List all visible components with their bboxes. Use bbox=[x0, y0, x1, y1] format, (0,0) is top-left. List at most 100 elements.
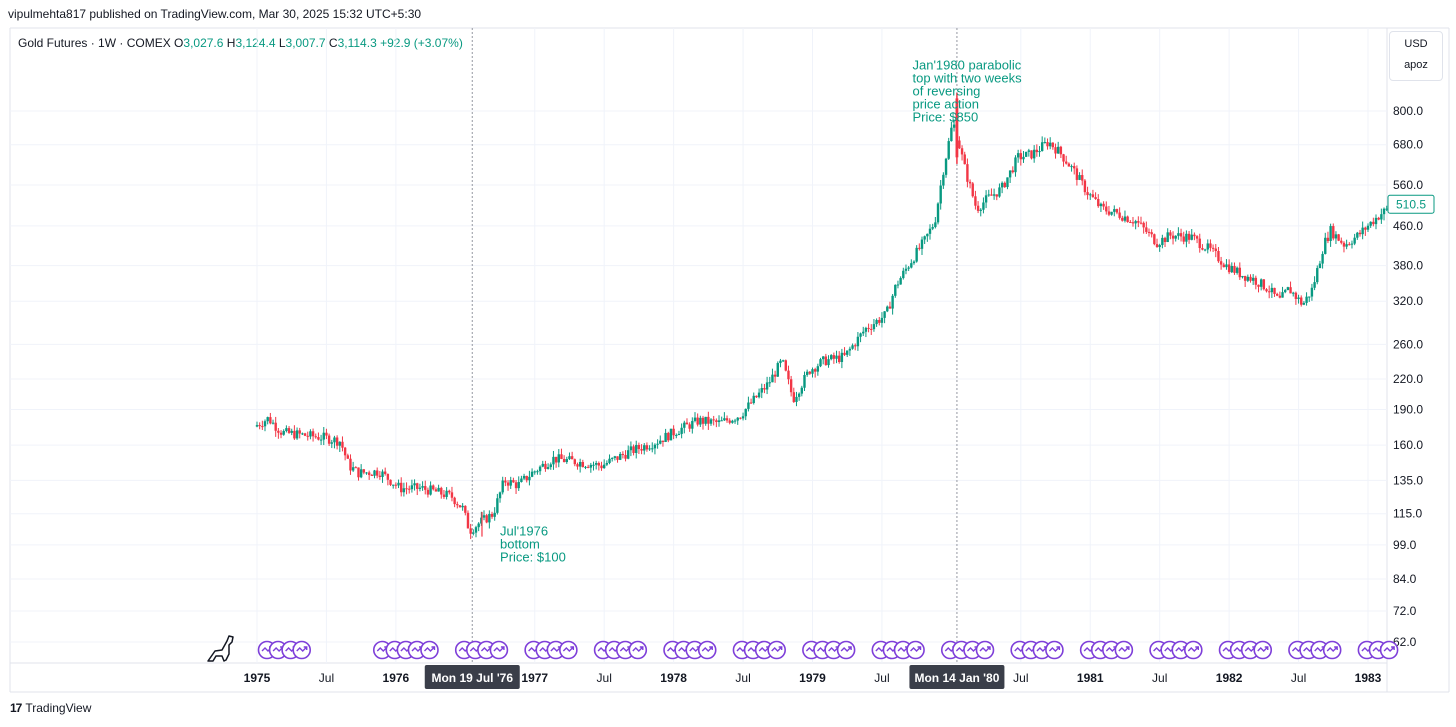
candle-body bbox=[672, 428, 675, 436]
candle-body bbox=[474, 527, 478, 533]
event-marker-icon[interactable] bbox=[767, 640, 786, 660]
currency-label[interactable]: USD bbox=[1404, 38, 1428, 50]
event-marker-icon[interactable] bbox=[836, 640, 856, 660]
candle-body bbox=[899, 278, 902, 285]
candle-body bbox=[469, 528, 472, 534]
symbol-name[interactable]: Gold Futures · 1W · COMEX bbox=[18, 36, 171, 50]
candle-body bbox=[867, 327, 870, 329]
scale-mode-label[interactable]: apoz bbox=[1404, 59, 1428, 71]
event-marker-icon[interactable] bbox=[1322, 640, 1342, 660]
event-marker-icon[interactable] bbox=[420, 640, 439, 660]
candle-body bbox=[525, 475, 528, 481]
candle-body bbox=[816, 366, 820, 372]
candle-body bbox=[712, 419, 715, 421]
candle-body bbox=[944, 158, 948, 175]
candle-body bbox=[1270, 287, 1274, 293]
currency-unit-box[interactable]: USD apoz bbox=[1389, 31, 1443, 81]
x-tick-label: Jul bbox=[597, 671, 612, 685]
event-marker-icon[interactable] bbox=[292, 640, 312, 660]
candle-body bbox=[648, 448, 651, 450]
candle-body bbox=[349, 458, 352, 471]
candle-body bbox=[1369, 221, 1372, 226]
candle-body bbox=[653, 444, 657, 449]
candle-body bbox=[851, 345, 854, 349]
candle-body bbox=[1243, 275, 1247, 281]
candle-body bbox=[565, 459, 568, 463]
candle-body bbox=[1043, 142, 1047, 144]
event-marker-icon[interactable] bbox=[906, 640, 925, 660]
candle-body bbox=[1169, 232, 1172, 236]
event-marker-icon[interactable] bbox=[1114, 640, 1134, 660]
dino-icon[interactable] bbox=[207, 635, 234, 662]
candle-body bbox=[627, 450, 630, 459]
event-marker-icon[interactable] bbox=[559, 640, 578, 660]
candle-body bbox=[968, 181, 972, 184]
event-marker-icon[interactable] bbox=[1379, 640, 1399, 660]
candle-body bbox=[787, 370, 790, 380]
candle-body bbox=[1171, 235, 1175, 239]
candle-body bbox=[659, 440, 662, 444]
x-tick-label: 1975 bbox=[244, 671, 271, 685]
crosshair-time-box bbox=[909, 665, 1005, 689]
y-tick-label: 560.0 bbox=[1393, 178, 1423, 192]
candle-body bbox=[493, 512, 496, 517]
candle-body bbox=[554, 456, 558, 463]
candle-body bbox=[926, 233, 929, 237]
crosshair-time-label: Mon 14 Jan '80 bbox=[914, 671, 999, 685]
candle-body bbox=[541, 463, 544, 467]
candle-body bbox=[827, 359, 830, 366]
candle-body bbox=[715, 420, 718, 423]
candle-body bbox=[602, 464, 606, 469]
event-marker-icon[interactable] bbox=[628, 640, 648, 660]
candle-body bbox=[773, 374, 777, 377]
candle-body bbox=[1294, 292, 1298, 299]
candle-body bbox=[1016, 153, 1020, 158]
candle-body bbox=[1238, 267, 1242, 278]
candle-body bbox=[808, 371, 812, 374]
candle-body bbox=[971, 183, 974, 197]
candle-body bbox=[747, 402, 750, 409]
candle-body bbox=[1318, 263, 1322, 269]
candle-body bbox=[920, 239, 924, 249]
candle-body bbox=[1249, 276, 1252, 281]
candle-body bbox=[514, 482, 518, 489]
candle-body bbox=[570, 456, 574, 460]
candle-body bbox=[1316, 268, 1319, 283]
candle-body bbox=[651, 448, 654, 450]
event-marker-icon[interactable] bbox=[489, 640, 509, 660]
candle-body bbox=[974, 196, 977, 206]
candle-body bbox=[1281, 292, 1284, 298]
candle-body bbox=[258, 425, 261, 427]
candle-body bbox=[434, 489, 438, 492]
event-marker-icon[interactable] bbox=[1183, 640, 1203, 660]
candle-body bbox=[549, 464, 552, 468]
candle-body bbox=[1273, 287, 1276, 294]
x-tick-label: Jul bbox=[874, 671, 889, 685]
event-marker-icon[interactable] bbox=[1253, 640, 1273, 660]
candle-body bbox=[1326, 237, 1330, 242]
candle-body bbox=[749, 402, 753, 404]
candle-body bbox=[573, 459, 577, 465]
candle-body bbox=[327, 435, 331, 444]
candle-body bbox=[1065, 161, 1068, 164]
y-tick-label: 460.0 bbox=[1393, 219, 1423, 233]
candle-body bbox=[1081, 175, 1084, 181]
event-marker-icon[interactable] bbox=[697, 640, 717, 660]
candle-body bbox=[709, 419, 713, 424]
candle-body bbox=[386, 473, 390, 480]
candle-body bbox=[643, 445, 646, 451]
candle-body bbox=[1262, 279, 1266, 290]
candle-body bbox=[576, 464, 579, 467]
candle-body bbox=[1131, 222, 1135, 224]
event-marker-icon[interactable] bbox=[975, 640, 995, 660]
candle-body bbox=[496, 498, 499, 513]
candle-body bbox=[346, 455, 350, 459]
event-marker-icon[interactable] bbox=[1045, 640, 1064, 660]
candle-body bbox=[1382, 208, 1386, 215]
candle-body bbox=[1094, 197, 1097, 200]
candle-body bbox=[533, 471, 536, 473]
candle-body bbox=[1121, 217, 1124, 221]
annotation-line: bottom bbox=[500, 537, 540, 552]
candle-body bbox=[1185, 233, 1188, 242]
